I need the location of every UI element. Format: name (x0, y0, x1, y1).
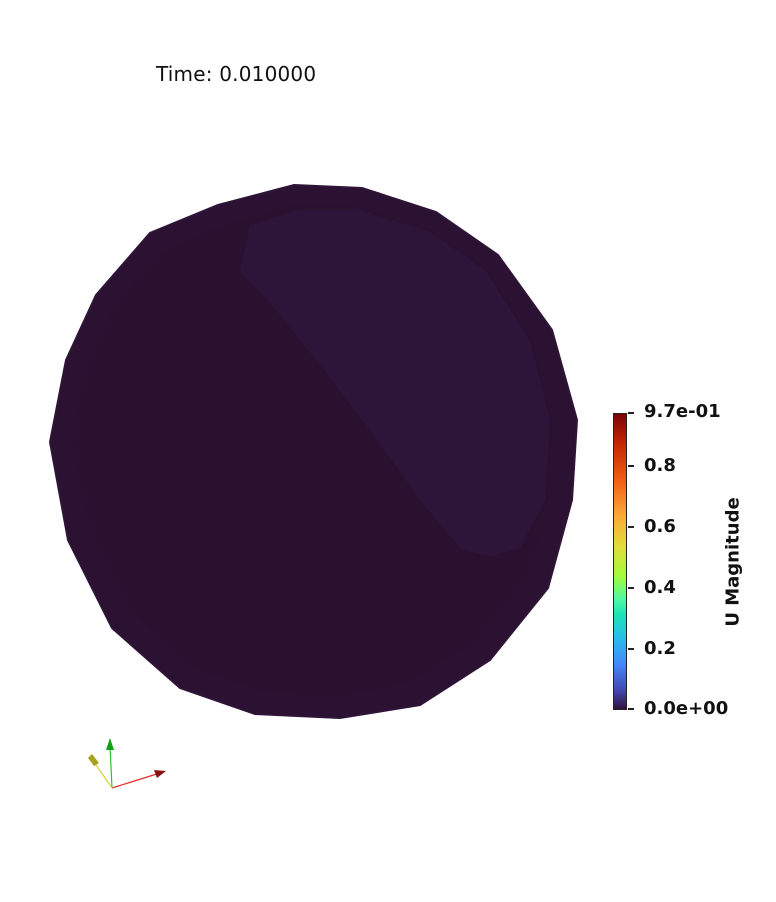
colorbar-title: U Magnitude (722, 497, 744, 627)
x-axis-arrow-icon (154, 770, 166, 778)
y-axis-arrow-icon (106, 738, 114, 750)
colorbar-tick (628, 465, 634, 467)
colorbar-tick (628, 526, 634, 528)
colorbar-tick (628, 648, 634, 650)
colorbar-tick-label: 0.8 (644, 455, 676, 476)
colorbar-tick (628, 708, 634, 710)
velocity-wedge (240, 210, 550, 557)
colorbar-tick-label: 0.6 (644, 516, 676, 537)
colorbar-tick-label: 0.4 (644, 577, 676, 598)
colorbar-gradient (613, 413, 627, 710)
colorbar-tick (628, 587, 634, 589)
colorbar-tick-label: 9.7e-01 (644, 401, 721, 422)
orientation-axes (88, 738, 166, 789)
z-axis-arrow-icon (88, 754, 99, 766)
colorbar-tick-label: 0.0e+00 (644, 698, 729, 719)
time-label: Time: 0.010000 (156, 62, 317, 86)
colorbar-tick-label: 0.2 (644, 638, 676, 659)
colorbar-tick (628, 412, 634, 414)
